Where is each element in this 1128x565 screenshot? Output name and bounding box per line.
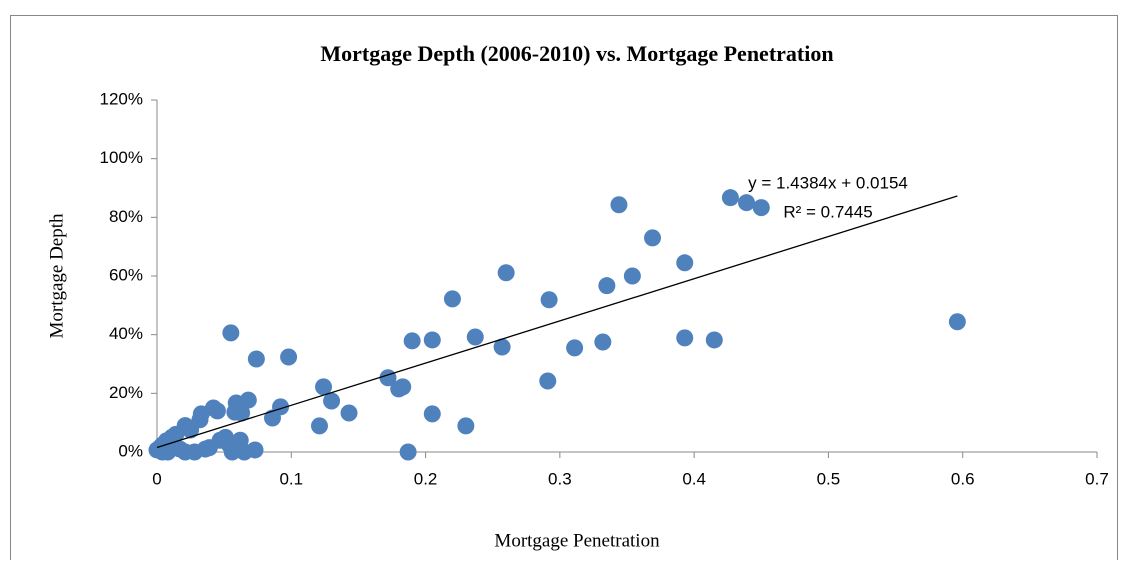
x-tick-label: 0.7 — [1085, 469, 1109, 488]
data-point — [247, 350, 265, 368]
y-tick-label: 100% — [100, 148, 143, 167]
data-point — [457, 417, 475, 435]
x-tick-label: 0.5 — [817, 469, 841, 488]
data-point — [423, 405, 441, 423]
data-point — [497, 264, 515, 282]
data-point — [598, 277, 616, 295]
data-point — [644, 229, 662, 247]
data-point — [566, 339, 584, 357]
x-tick-label: 0.4 — [682, 469, 706, 488]
x-axis-label: Mortgage Penetration — [494, 530, 660, 551]
x-tick-label: 0.6 — [951, 469, 975, 488]
data-point — [208, 402, 226, 420]
data-point — [676, 329, 694, 347]
x-tick-label: 0.1 — [279, 469, 303, 488]
data-point — [948, 313, 966, 331]
data-point — [752, 199, 770, 217]
data-point — [310, 417, 328, 435]
y-tick-label: 60% — [109, 265, 143, 284]
data-point — [403, 332, 421, 350]
data-point — [539, 372, 557, 390]
y-tick-label: 120% — [100, 89, 143, 108]
y-tick-label: 40% — [109, 324, 143, 343]
x-tick-label: 0.2 — [414, 469, 438, 488]
data-point — [423, 331, 441, 349]
data-point — [399, 443, 417, 461]
x-tick-label: 0.3 — [548, 469, 572, 488]
data-point — [272, 398, 290, 416]
data-point — [315, 378, 333, 396]
data-point — [233, 404, 251, 422]
r-squared: R² = 0.7445 — [783, 202, 872, 221]
data-point — [610, 196, 628, 214]
data-point — [394, 378, 412, 396]
data-point — [466, 328, 484, 346]
x-tick-label: 0 — [152, 469, 161, 488]
data-point — [676, 254, 694, 272]
data-point — [323, 392, 341, 410]
y-tick-label: 80% — [109, 207, 143, 226]
trendline-equation: y = 1.4384x + 0.0154 — [748, 173, 908, 192]
data-point — [443, 290, 461, 308]
chart-title: Mortgage Depth (2006-2010) vs. Mortgage … — [320, 41, 833, 66]
y-axis-label: Mortgage Depth — [46, 213, 67, 339]
trendline — [156, 195, 958, 449]
data-point — [738, 194, 756, 212]
y-tick-label: 20% — [109, 383, 143, 402]
data-point — [280, 348, 298, 366]
data-point — [721, 189, 739, 207]
data-point — [623, 267, 641, 285]
data-point — [239, 391, 257, 409]
data-point — [340, 404, 358, 422]
y-tick-label: 0% — [118, 441, 143, 460]
data-point — [540, 291, 558, 309]
chart-border — [10, 15, 1118, 565]
data-point — [493, 338, 511, 356]
data-point — [222, 324, 240, 342]
data-point — [705, 331, 723, 349]
data-point — [594, 333, 612, 351]
data-point — [246, 441, 264, 459]
